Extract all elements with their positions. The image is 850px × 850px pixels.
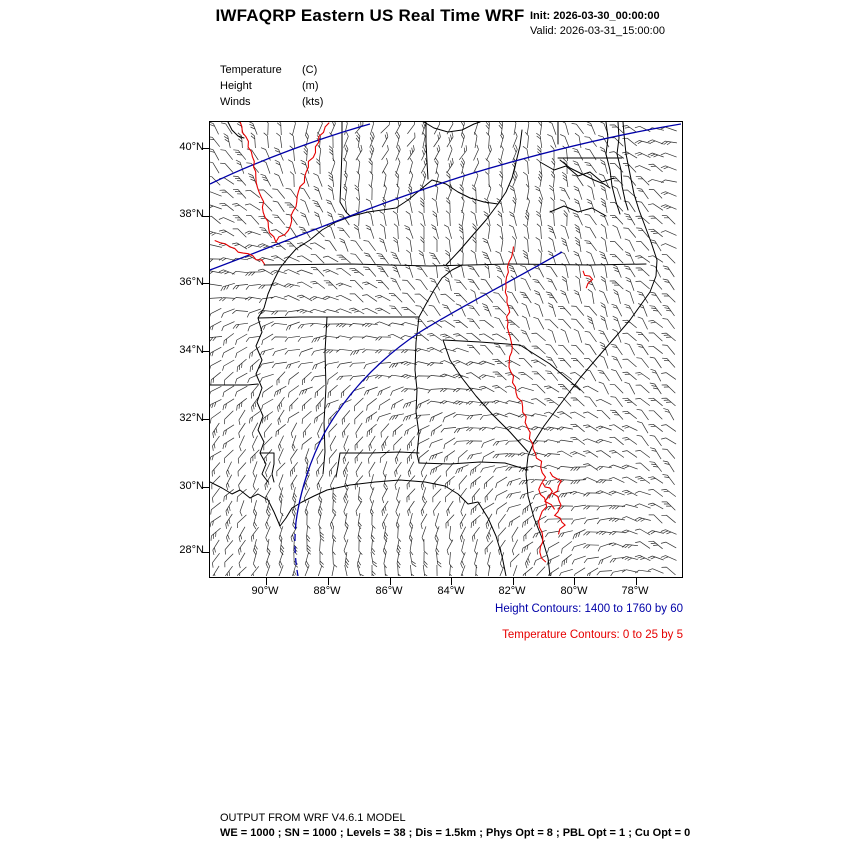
lat-axis-tick — [202, 552, 210, 553]
lon-tick-label: 84°W — [437, 585, 465, 597]
state-boundary-line — [255, 248, 297, 483]
state-boundaries — [210, 122, 658, 576]
lon-tick-label: 90°W — [251, 585, 279, 597]
temperature-contour-line — [504, 246, 548, 563]
height-contour-lines — [210, 123, 681, 576]
state-boundary-line — [414, 316, 420, 464]
state-boundary-line — [263, 263, 647, 267]
temperature-contour-line — [239, 122, 330, 244]
state-boundary-line — [616, 122, 629, 211]
lon-axis-tick — [328, 578, 329, 585]
lat-axis-tick — [202, 419, 210, 420]
temperature-contours-caption: Temperature Contours: 0 to 25 by 5 — [502, 629, 683, 641]
lat-tick-label: 28°N — [179, 544, 204, 556]
lat-tick-label: 36°N — [179, 276, 204, 288]
temperature-contour-lines — [214, 122, 594, 563]
state-boundary-line — [339, 122, 351, 217]
state-boundary-line — [335, 451, 420, 478]
height-contour-line — [210, 123, 681, 271]
state-boundary-line — [259, 452, 275, 483]
lon-axis-tick — [636, 578, 637, 585]
lat-axis-tick — [202, 216, 210, 217]
temperature-contour-line — [542, 482, 556, 510]
legend-unit-label: (C) — [302, 64, 318, 76]
state-boundary-line — [210, 383, 259, 386]
state-boundary-line — [210, 479, 507, 576]
state-boundary-line — [442, 339, 529, 453]
temperature-contour-line — [549, 471, 566, 535]
model-output-line: OUTPUT FROM WRF V4.6.1 MODEL — [220, 812, 406, 824]
legend-row-winds: Winds (kts) — [220, 94, 323, 110]
lat-axis-tick — [202, 148, 210, 149]
height-contours-caption: Height Contours: 1400 to 1760 by 60 — [495, 603, 683, 615]
lat-tick-label: 32°N — [179, 412, 204, 424]
lon-tick-label: 78°W — [621, 585, 649, 597]
state-boundary-line — [559, 159, 611, 189]
lon-axis-tick — [451, 578, 452, 585]
lat-axis-tick — [202, 487, 210, 488]
state-boundary-line — [549, 205, 607, 217]
state-boundary-line — [423, 122, 481, 133]
model-config-line: WE = 1000 ; SN = 1000 ; Levels = 38 ; Di… — [220, 827, 691, 839]
legend-param-label: Height — [220, 80, 252, 92]
init-time-label: Init: 2026-03-30_00:00:00 — [530, 10, 660, 22]
temperature-contour-line — [582, 270, 594, 289]
state-boundary-line — [418, 264, 463, 318]
plot-title: IWFAQRP Eastern US Real Time WRF — [215, 6, 525, 25]
lon-tick-label: 88°W — [313, 585, 341, 597]
legend-param-label: Winds — [220, 96, 251, 108]
lon-axis-tick — [266, 578, 267, 585]
legend-unit-label: (m) — [302, 80, 319, 92]
state-boundary-line — [322, 316, 328, 475]
legend-row-height: Height (m) — [220, 78, 323, 94]
lat-tick-label: 34°N — [179, 344, 204, 356]
height-contour-line — [210, 123, 371, 185]
lon-axis-tick — [513, 578, 514, 585]
field-legend: Temperature (C) Height (m) Winds (kts) — [220, 62, 323, 110]
height-contour-line — [294, 521, 299, 576]
legend-unit-label: (kts) — [302, 96, 324, 108]
lat-tick-label: 40°N — [179, 141, 204, 153]
state-boundary-line — [539, 161, 615, 183]
legend-param-label: Temperature — [220, 64, 282, 76]
temperature-contour-line — [214, 239, 266, 265]
map-canvas — [210, 122, 681, 576]
state-boundary-line — [442, 339, 581, 391]
state-boundary-line — [418, 461, 529, 471]
state-boundary-line — [227, 122, 245, 139]
height-contour-line — [295, 251, 563, 523]
lon-tick-label: 80°W — [560, 585, 588, 597]
lon-axis-tick — [574, 578, 575, 585]
state-boundary-line — [257, 316, 420, 319]
wind-barbs — [210, 122, 677, 576]
lat-axis-tick — [202, 283, 210, 284]
lat-axis-tick — [202, 351, 210, 352]
map-panel — [209, 121, 683, 578]
lon-tick-label: 86°W — [375, 585, 403, 597]
state-boundary-line — [445, 203, 499, 266]
valid-time-label: Valid: 2026-03-31_15:00:00 — [530, 25, 665, 37]
lat-tick-label: 30°N — [179, 480, 204, 492]
legend-row-temperature: Temperature (C) — [220, 62, 323, 78]
state-boundary-line — [425, 122, 429, 180]
lon-tick-label: 82°W — [498, 585, 526, 597]
state-boundary-line — [525, 122, 658, 576]
lon-axis-tick — [390, 578, 391, 585]
lat-tick-label: 38°N — [179, 208, 204, 220]
